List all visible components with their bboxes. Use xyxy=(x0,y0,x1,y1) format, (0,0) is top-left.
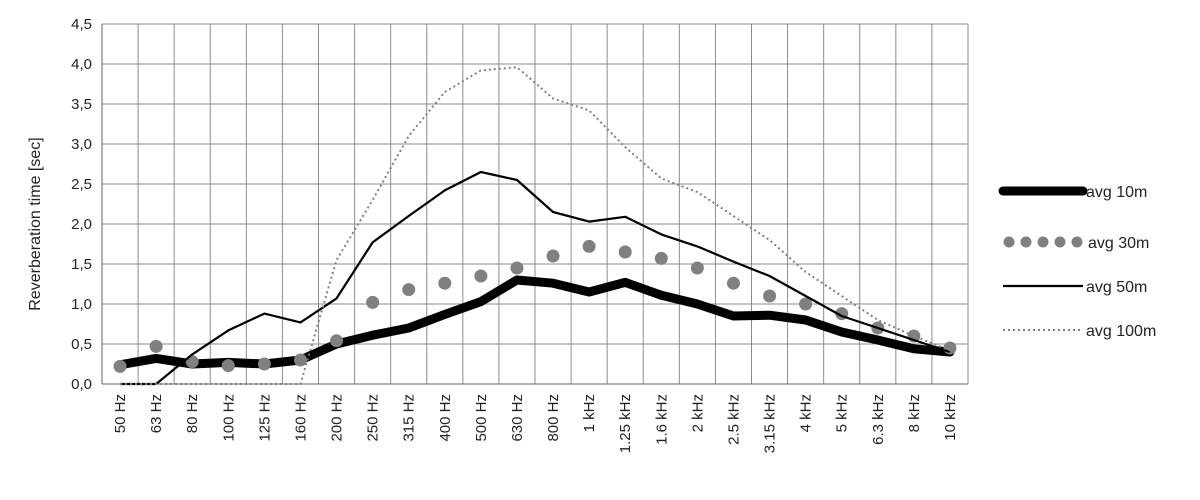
data-point xyxy=(438,276,452,290)
grid-lines xyxy=(101,23,969,385)
x-tick-label: 50 Hz xyxy=(112,394,129,433)
legend-label: avg 50m xyxy=(1086,279,1147,296)
y-tick-label: 3,5 xyxy=(71,96,92,113)
x-tick-label: 200 Hz xyxy=(329,394,346,442)
x-tick-label: 6.3 kHz xyxy=(870,394,887,445)
data-point xyxy=(582,239,596,253)
y-tick-label: 1,5 xyxy=(71,256,92,273)
y-tick-label: 2,0 xyxy=(71,216,92,233)
x-tick-label: 500 Hz xyxy=(473,394,490,442)
x-tick-label: 1 kHz xyxy=(581,394,598,432)
x-tick-label: 2 kHz xyxy=(689,394,706,432)
x-tick-label: 250 Hz xyxy=(365,394,382,442)
series-line xyxy=(120,170,951,386)
y-tick-label: 0,5 xyxy=(71,336,92,353)
x-tick-label: 1.6 kHz xyxy=(653,394,670,445)
x-tick-label: 400 Hz xyxy=(437,394,454,442)
y-tick-label: 0,0 xyxy=(71,376,92,393)
x-tick-label: 630 Hz xyxy=(509,394,526,442)
data-point xyxy=(402,283,416,297)
y-tick-label: 4,0 xyxy=(71,56,92,73)
data-point xyxy=(474,269,488,283)
legend-item: avg 30m xyxy=(1003,235,1149,252)
x-axis-ticks: 50 Hz 63 Hz 80 Hz 100 Hz 125 Hz 160 Hz 200 Hz 2… xyxy=(112,394,959,453)
series-layer xyxy=(113,66,957,386)
x-tick-label: 8 kHz xyxy=(906,394,923,432)
y-axis-ticks: 0,0 0,5 1,0 1,5 2,0 2,5 3,0 3,5 4,0 4,5 xyxy=(71,16,92,393)
y-tick-label: 1,0 xyxy=(71,296,92,313)
x-tick-label: 125 Hz xyxy=(256,394,273,442)
data-point xyxy=(330,334,344,348)
legend-item: avg 50m xyxy=(1003,279,1147,296)
legend-swatch-dot xyxy=(1071,236,1083,248)
data-point xyxy=(763,289,777,303)
data-point xyxy=(113,359,127,373)
series-avg-30m xyxy=(113,239,957,373)
legend-label: avg 30m xyxy=(1088,235,1149,252)
x-tick-label: 10 kHz xyxy=(942,394,959,441)
x-tick-label: 63 Hz xyxy=(148,394,165,433)
data-point xyxy=(510,261,524,275)
series-avg-50m xyxy=(120,170,951,386)
legend-swatch-dot xyxy=(1003,236,1015,248)
data-point xyxy=(618,245,632,259)
y-axis-title: Reverberation time [sec] xyxy=(27,137,44,310)
legend-item: avg 100m xyxy=(1003,323,1156,340)
x-tick-label: 800 Hz xyxy=(545,394,562,442)
data-point xyxy=(149,339,163,353)
y-tick-label: 4,5 xyxy=(71,16,92,33)
data-point xyxy=(799,297,813,311)
x-tick-label: 315 Hz xyxy=(401,394,418,442)
x-tick-label: 80 Hz xyxy=(184,394,201,433)
x-tick-label: 100 Hz xyxy=(220,394,237,442)
y-tick-label: 2,5 xyxy=(71,176,92,193)
x-tick-label: 1.25 kHz xyxy=(617,394,634,453)
data-point xyxy=(366,295,380,309)
legend-item: avg 10m xyxy=(998,184,1147,201)
legend-label: avg 100m xyxy=(1086,323,1156,340)
x-tick-label: 5 kHz xyxy=(834,394,851,432)
x-tick-label: 160 Hz xyxy=(292,394,309,442)
legend-swatch-dot xyxy=(1020,236,1032,248)
legend-label: avg 10m xyxy=(1086,184,1147,201)
x-tick-label: 2.5 kHz xyxy=(725,394,742,445)
data-point xyxy=(654,251,668,265)
data-point xyxy=(726,276,740,290)
data-point xyxy=(546,249,560,263)
x-tick-label: 4 kHz xyxy=(798,394,815,432)
data-point xyxy=(293,353,307,367)
legend-swatch-dot xyxy=(1054,236,1066,248)
y-tick-label: 3,0 xyxy=(71,136,92,153)
legend: avg 10m avg 30m avg 50m avg 100m xyxy=(998,184,1156,340)
data-point xyxy=(690,261,704,275)
x-tick-label: 3.15 kHz xyxy=(762,394,779,453)
legend-swatch-dot xyxy=(1037,236,1049,248)
data-point xyxy=(257,357,271,371)
data-point xyxy=(221,359,235,373)
